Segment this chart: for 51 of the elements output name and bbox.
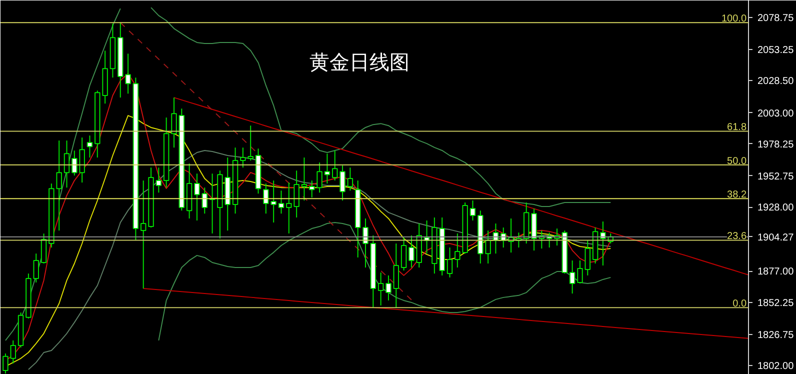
annotation: 0.0	[732, 298, 747, 310]
line-series	[158, 222, 612, 341]
candlestick	[347, 167, 354, 192]
candlestick	[64, 140, 70, 188]
candlestick	[56, 140, 62, 232]
line-series	[28, 150, 612, 370]
candlestick	[362, 218, 368, 268]
line-series	[174, 97, 748, 276]
candlestick	[194, 173, 200, 221]
y-tick-label: 1928.00	[758, 202, 794, 214]
y-tick-label: 2028.50	[758, 76, 794, 88]
candlestick	[301, 157, 308, 202]
y-tick-label: 1978.25	[758, 139, 794, 150]
candlestick	[470, 200, 476, 221]
candlestick	[577, 260, 583, 284]
candlestick	[332, 150, 338, 182]
ref-line-label: 1904.27	[758, 232, 794, 244]
text: 黄金日线图	[310, 50, 410, 74]
y-tick-label: 1877.00	[758, 266, 794, 278]
candlestick	[584, 240, 591, 276]
candlestick	[324, 153, 330, 184]
candlestick	[140, 180, 146, 290]
annotation: 38.2	[727, 190, 747, 201]
candlestick	[278, 190, 284, 214]
y-tick-label: 1952.75	[758, 171, 794, 182]
annotation: 61.8	[727, 122, 747, 134]
candlestick	[171, 97, 177, 148]
candlestick	[386, 274, 392, 301]
y-tick-label: 1852.25	[758, 298, 794, 309]
candlestick	[10, 340, 16, 364]
y-tick-label: 2003.00	[758, 108, 794, 120]
annotation: 100.0	[721, 14, 747, 25]
candlestick	[156, 167, 162, 194]
y-tick-label: 2078.75	[758, 13, 794, 24]
line-series	[120, 22, 412, 300]
candlestick	[33, 253, 39, 283]
candlestick	[393, 243, 400, 308]
annotation: 23.6	[727, 231, 747, 242]
candlestick	[86, 135, 93, 158]
candlestick	[569, 260, 576, 294]
candlestick	[378, 272, 384, 306]
candlestick	[40, 233, 47, 264]
candlestick	[202, 187, 208, 214]
y-tick-label: 1826.75	[758, 330, 794, 341]
annotation: 50.0	[727, 156, 747, 167]
candlestick	[340, 165, 346, 202]
candlestick	[400, 236, 407, 272]
line-series	[142, 288, 748, 339]
candlestick	[446, 247, 453, 278]
y-tick-label: 2053.25	[758, 45, 794, 56]
y-tick-label: 1802.00	[758, 360, 794, 372]
